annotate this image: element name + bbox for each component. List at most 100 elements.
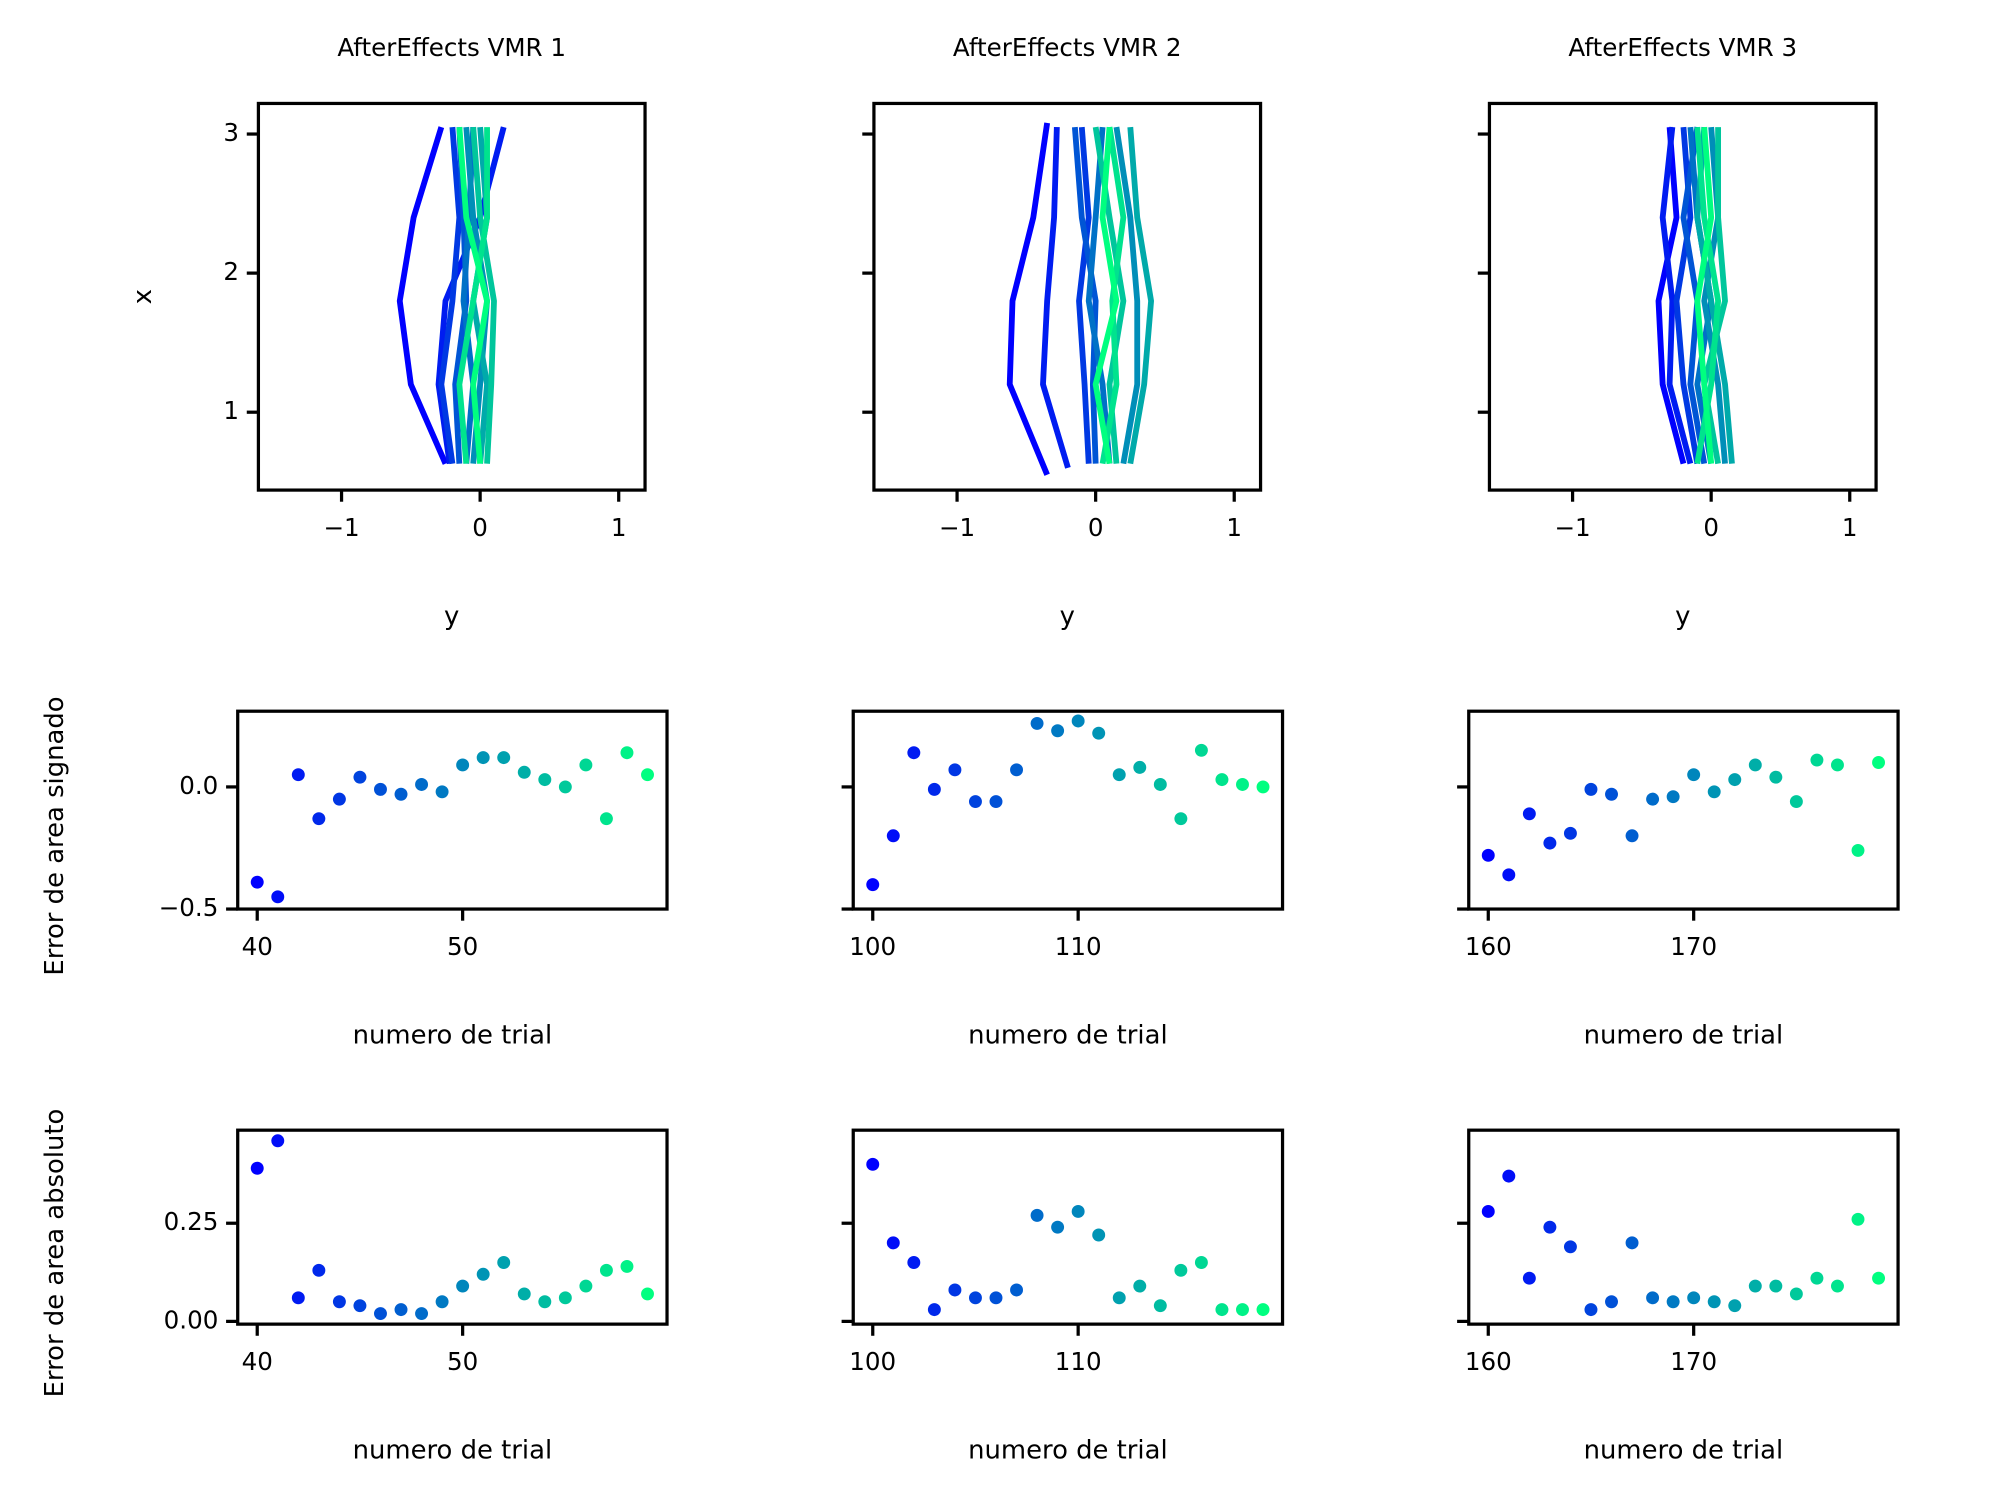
point [1092,726,1106,740]
point [989,795,1003,809]
point [250,875,264,889]
point [1194,743,1208,757]
point [1625,829,1639,843]
point [1174,1263,1188,1277]
axes-frame [1467,1128,1900,1326]
point [1543,1220,1557,1234]
point [332,792,346,806]
point [374,1307,387,1321]
point [641,768,654,782]
point [497,751,511,765]
axes-frame [1467,709,1900,911]
point [1769,1279,1783,1293]
point [1584,1303,1598,1317]
point [1728,1299,1742,1313]
point [599,812,613,826]
x-tick-label: 1 [1226,513,1242,542]
y-axis-label: x [128,289,158,304]
point [1707,1295,1721,1309]
point [312,812,326,826]
point [1646,792,1660,806]
trajectory [470,126,497,464]
point [1666,1295,1680,1309]
point [1153,778,1167,791]
point [1810,753,1824,767]
trajectory [1076,126,1092,464]
y-tick-label: −0.5 [159,893,219,922]
point [1194,1256,1208,1269]
point [1605,787,1618,801]
y-tick-label: 0.25 [164,1207,219,1236]
point [1481,1204,1495,1218]
point [886,1236,900,1250]
point [456,1279,470,1293]
x-axis-label: numero de trial [1584,1435,1784,1465]
point [866,878,880,892]
point [538,1295,552,1309]
point [1236,778,1249,791]
point [1522,1271,1536,1285]
point [1830,758,1844,772]
x-tick-label: 0 [1088,513,1104,542]
trajectory [1127,126,1154,465]
x-tick-label: 40 [242,932,273,961]
point [1071,714,1085,728]
x-tick-label: 1 [611,513,627,542]
point [1030,716,1044,730]
chart-title: AfterEffects VMR 2 [953,33,1182,62]
chart-title: AfterEffects VMR 1 [337,33,566,62]
x-axis-label: numero de trial [353,1435,553,1465]
point [907,1256,921,1269]
point [1112,768,1126,782]
point [1748,758,1762,772]
point [250,1161,264,1175]
point [1010,1283,1024,1297]
x-tick-label: 100 [849,1347,896,1376]
x-tick-label: 50 [447,1347,478,1376]
point [620,746,634,760]
point [1789,1287,1803,1301]
y-axis-label: Error de area signado [40,696,70,975]
x-tick-label: 1 [1842,513,1858,542]
point [1789,795,1803,809]
point [476,751,490,765]
point [948,763,962,777]
point [1687,1291,1701,1305]
x-tick-label: 160 [1465,932,1512,961]
x-tick-label: 110 [1055,1347,1102,1376]
point [1133,760,1147,774]
point [456,758,470,772]
trajectory [456,126,490,464]
axes-frame [1487,101,1878,492]
point [1584,782,1598,796]
point [558,780,572,794]
point [1872,756,1886,769]
point [1215,1303,1229,1317]
trajectory [1659,126,1694,465]
y-tick-label: 1 [223,396,239,425]
point [927,1303,941,1317]
point [497,1256,511,1269]
point [641,1287,654,1301]
point [599,1263,613,1277]
point [1830,1279,1844,1293]
point [517,1287,531,1301]
point [291,1291,305,1305]
point [1502,868,1516,882]
point [1563,826,1577,840]
point [1010,763,1024,777]
x-axis-label: y [1675,601,1690,631]
point [927,782,941,796]
point [271,1134,285,1148]
trajectory [1099,126,1127,465]
point [620,1259,634,1273]
point [1051,1220,1065,1234]
point [1256,1303,1270,1317]
point [1543,836,1557,850]
point [1522,807,1536,821]
point [517,765,531,779]
x-axis-label: numero de trial [968,1020,1168,1050]
y-tick-label: 3 [223,118,239,147]
x-tick-label: 160 [1465,1347,1512,1376]
point [886,829,900,843]
